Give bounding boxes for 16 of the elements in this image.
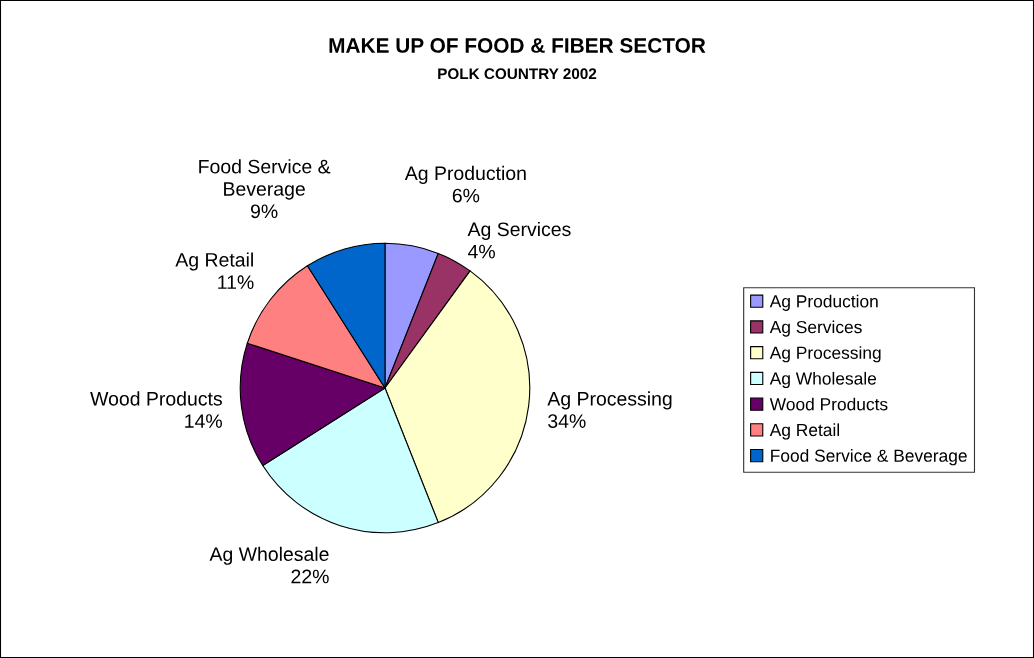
legend-label: Ag Wholesale bbox=[769, 371, 877, 389]
legend-label: Food Service & Beverage bbox=[771, 449, 967, 466]
data-label: Food Service & Beverage 9% bbox=[199, 159, 331, 219]
legend-label: Ag Retail bbox=[769, 423, 840, 440]
legend-label: Ag Services bbox=[769, 320, 862, 337]
chart-subtitle: POLK COUNTRY 2002 bbox=[438, 68, 597, 80]
legend-label: Ag Production bbox=[769, 294, 878, 311]
data-label: Wood Products 14% bbox=[90, 391, 222, 428]
data-label: Ag Wholesale 22% bbox=[209, 546, 329, 584]
chart-title: MAKE UP OF FOOD & FIBER SECTOR bbox=[329, 38, 706, 53]
legend-label: Wood Products bbox=[769, 397, 888, 411]
data-label: Ag Processing 34% bbox=[547, 391, 672, 428]
data-label: Ag Retail 11% bbox=[175, 252, 254, 289]
legend-label: Ag Processing bbox=[769, 346, 881, 363]
data-label: Ag Services 4% bbox=[467, 221, 571, 259]
data-label: Ag Production 6% bbox=[404, 165, 526, 203]
